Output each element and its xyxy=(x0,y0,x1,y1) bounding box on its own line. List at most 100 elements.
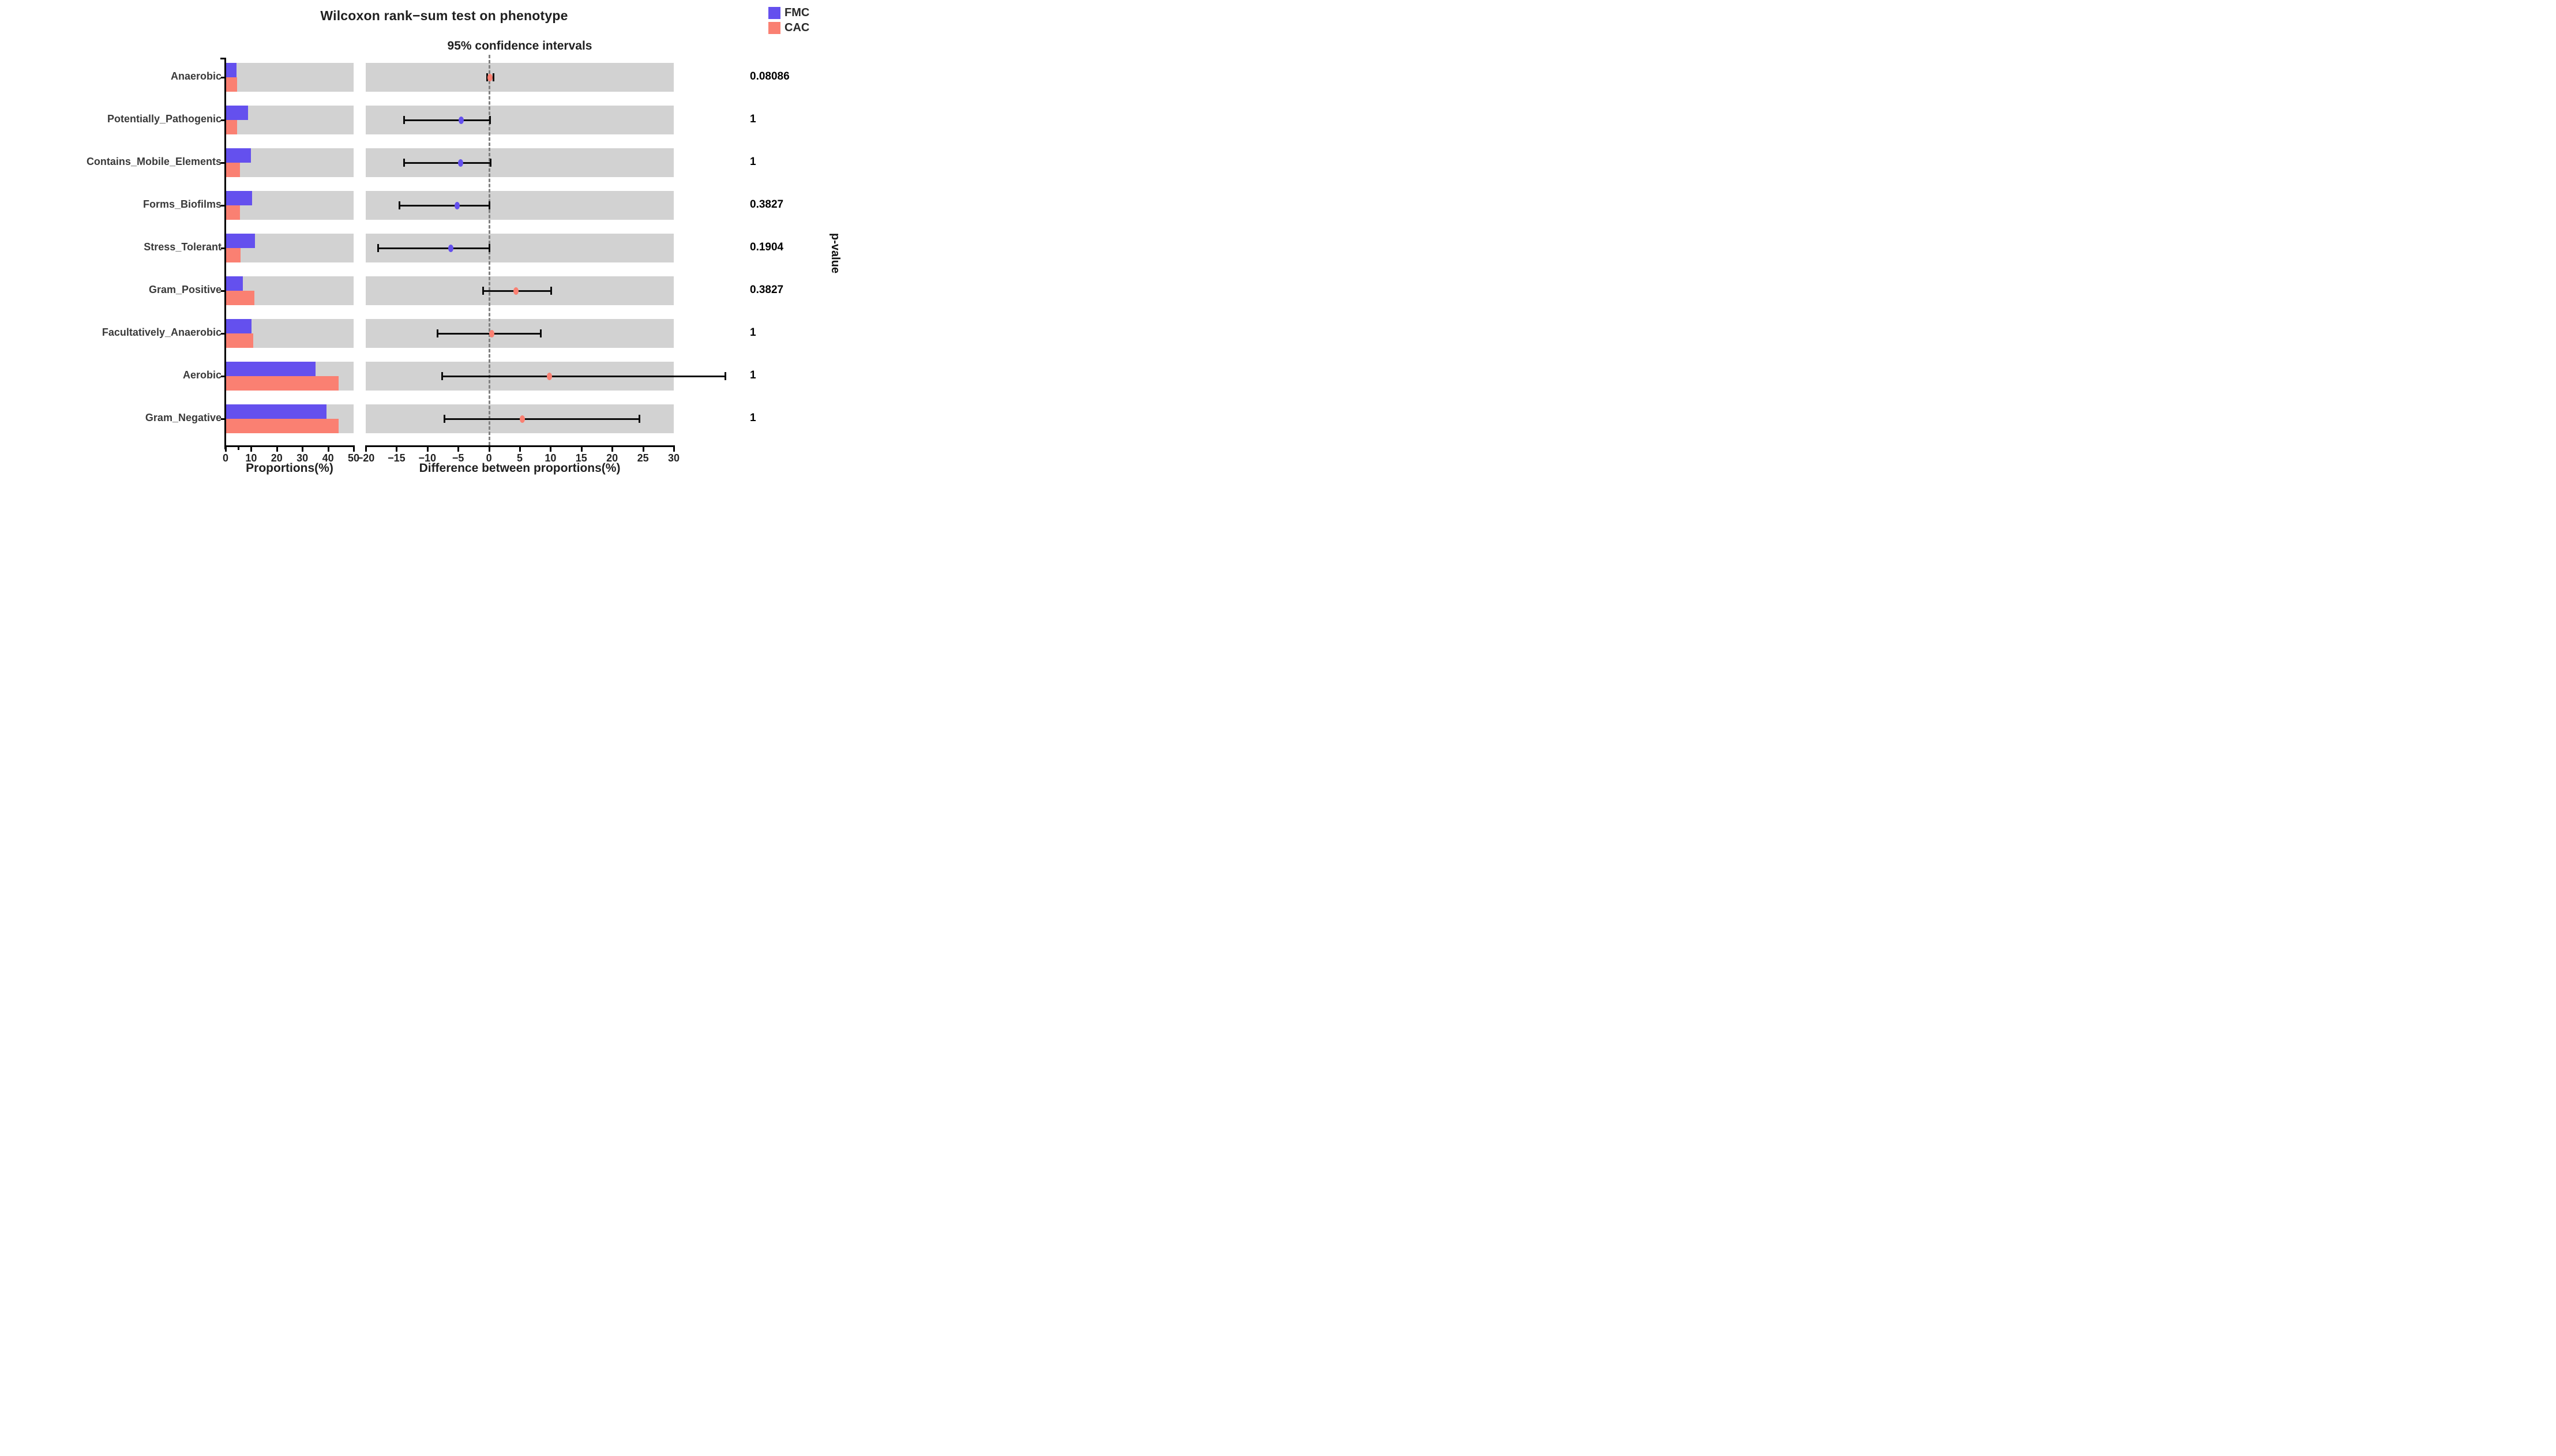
cac-bar xyxy=(226,376,339,391)
right-x-tick-label: 10 xyxy=(545,452,557,464)
category-tick xyxy=(221,119,226,121)
p-value: 1 xyxy=(750,369,756,381)
right-x-tick xyxy=(673,445,675,452)
ci-cap-low xyxy=(377,244,380,252)
right-x-tick-label: 15 xyxy=(575,452,587,464)
left-x-axis xyxy=(224,445,355,447)
category-label: Forms_Biofilms xyxy=(142,198,222,210)
legend: FMC CAC xyxy=(768,5,809,35)
ci-cap-high xyxy=(550,287,553,295)
difference-dot xyxy=(487,73,493,81)
cac-bar xyxy=(226,77,237,92)
right-x-tick xyxy=(457,445,460,452)
ci-cap-high xyxy=(489,116,491,124)
left-x-tick xyxy=(302,445,304,452)
category-tick xyxy=(221,418,226,420)
category-label: Aerobic xyxy=(182,369,222,381)
ci-cap-low xyxy=(486,73,488,81)
category-label: Contains_Mobile_Elements xyxy=(86,156,222,167)
difference-dot xyxy=(489,329,495,337)
fmc-bar xyxy=(226,362,316,376)
category-label: Anaerobic xyxy=(170,70,222,82)
fmc-bar xyxy=(226,404,327,419)
left-x-tick-label: 50 xyxy=(347,452,360,464)
left-x-tick-label: 30 xyxy=(296,452,309,464)
fmc-bar xyxy=(226,319,252,333)
right-x-tick-label: −20 xyxy=(356,452,375,464)
right-x-tick xyxy=(550,445,552,452)
ci-cap-high xyxy=(724,372,726,380)
cac-bar xyxy=(226,205,240,220)
difference-dot xyxy=(454,201,460,209)
ci-cap-low xyxy=(403,159,406,167)
right-axis-caption: Difference between proportions(%) xyxy=(419,461,621,475)
ci-cap-low xyxy=(398,201,400,209)
right-x-tick xyxy=(611,445,614,452)
difference-dot xyxy=(457,159,463,167)
figure-title: Wilcoxon rank−sum test on phenotype xyxy=(320,8,568,23)
left-x-tick xyxy=(225,445,227,452)
proportion-band-background xyxy=(226,63,354,92)
ci-error-bar xyxy=(437,332,541,335)
cac-bar xyxy=(226,163,240,177)
category-tick xyxy=(221,77,226,78)
ci-cap-low xyxy=(441,372,444,380)
right-x-tick xyxy=(396,445,398,452)
legend-label-cac: CAC xyxy=(785,21,810,34)
category-label: Gram_Positive xyxy=(148,284,222,295)
left-x-tick xyxy=(353,445,355,452)
right-x-tick-label: 25 xyxy=(637,452,649,464)
left-x-tick xyxy=(276,445,278,452)
ci-cap-high xyxy=(489,159,491,167)
cac-bar xyxy=(226,333,253,348)
category-label: Potentially_Pathogenic xyxy=(107,113,222,125)
right-x-tick xyxy=(488,445,490,452)
left-x-tick xyxy=(250,445,253,452)
ci-error-bar xyxy=(404,162,490,164)
ci-cap-low xyxy=(443,415,445,423)
difference-dot xyxy=(448,244,453,252)
fmc-color-swatch xyxy=(768,6,780,19)
cac-bar xyxy=(226,291,254,305)
fmc-bar xyxy=(226,63,237,77)
left-x-minor-tick xyxy=(238,445,240,450)
category-label: Gram_Negative xyxy=(145,412,222,423)
ci-cap-low xyxy=(403,116,406,124)
ci-cap-low xyxy=(482,287,484,295)
ci-error-bar xyxy=(404,119,490,121)
right-x-tick-label: 0 xyxy=(486,452,492,464)
right-x-tick xyxy=(642,445,644,452)
fmc-bar xyxy=(226,106,249,120)
left-x-tick-label: 0 xyxy=(222,452,229,464)
ci-cap-high xyxy=(540,329,542,337)
category-tick xyxy=(221,376,226,377)
ci-error-bar xyxy=(378,247,489,249)
left-x-tick-label: 10 xyxy=(245,452,257,464)
p-value: 1 xyxy=(750,327,756,339)
fmc-bar xyxy=(226,234,256,248)
fmc-bar xyxy=(226,191,253,205)
category-tick xyxy=(221,290,226,292)
right-x-tick-label: 5 xyxy=(516,452,523,464)
left-x-tick-label: 20 xyxy=(271,452,283,464)
difference-dot xyxy=(459,116,464,124)
ci-band-background xyxy=(366,63,674,92)
p-value-axis-label: p-value xyxy=(829,233,842,274)
right-x-tick-label: −10 xyxy=(418,452,437,464)
p-value: 1 xyxy=(750,412,756,424)
right-x-tick-label: −15 xyxy=(388,452,406,464)
left-x-tick-label: 40 xyxy=(322,452,334,464)
cac-bar xyxy=(226,248,241,262)
cac-color-swatch xyxy=(768,21,780,34)
cac-bar xyxy=(226,419,339,433)
ci-cap-high xyxy=(639,415,641,423)
p-value: 0.3827 xyxy=(750,284,784,296)
ci-cap-high xyxy=(492,73,494,81)
category-tick xyxy=(221,333,226,335)
legend-item-fmc: FMC xyxy=(768,5,809,20)
right-x-tick xyxy=(519,445,521,452)
left-axis-caption: Proportions(%) xyxy=(246,461,333,475)
p-value: 0.1904 xyxy=(750,241,784,253)
ci-cap-high xyxy=(488,244,490,252)
right-x-tick xyxy=(580,445,583,452)
